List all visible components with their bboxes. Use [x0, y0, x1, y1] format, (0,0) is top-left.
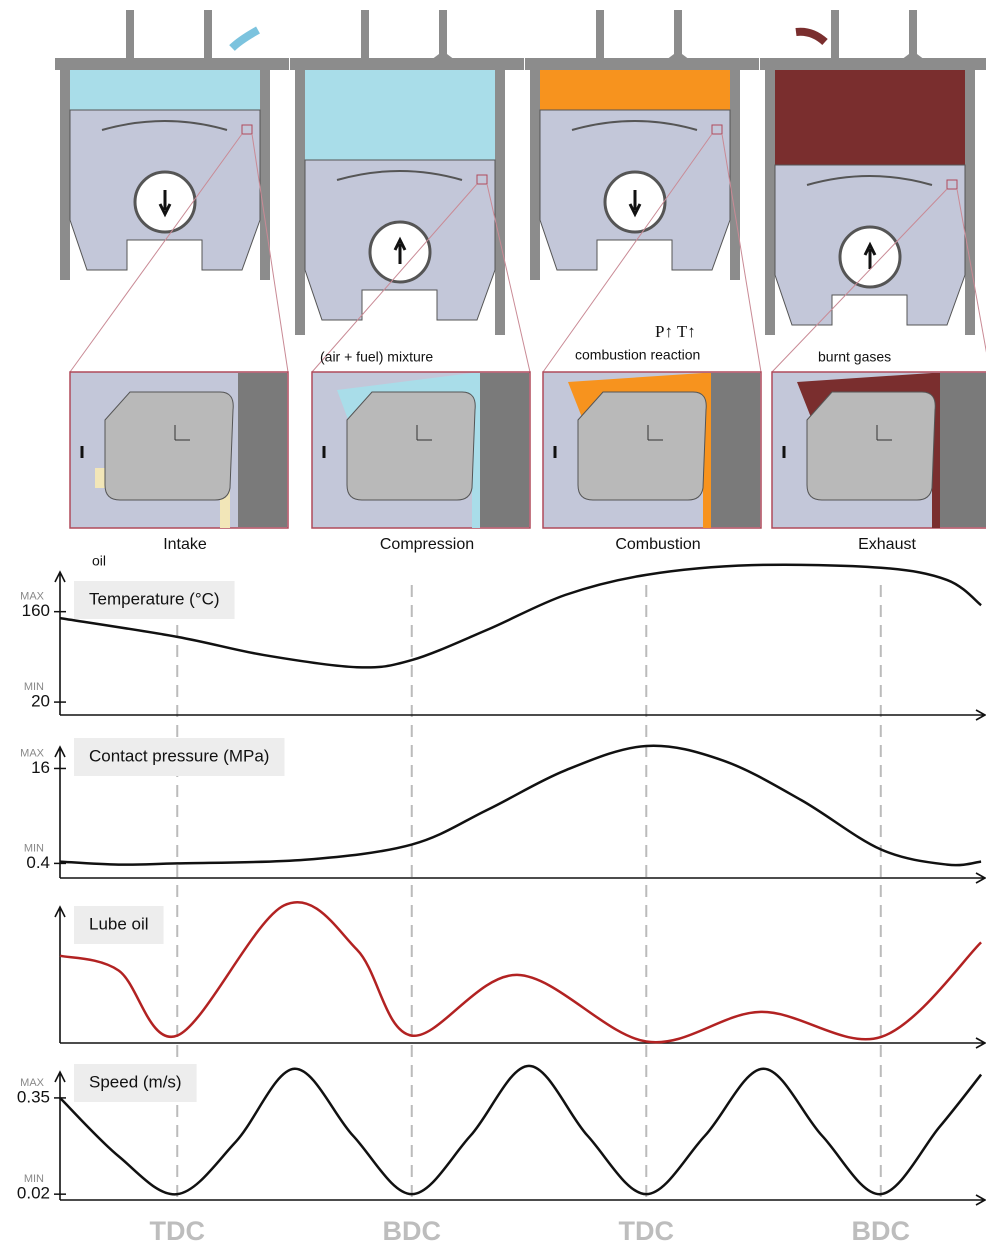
ring [578, 392, 706, 500]
valve-stem [674, 10, 682, 60]
y-tick-label: 160 [22, 601, 50, 620]
stage-label: Exhaust [858, 536, 916, 553]
zoom-wall [940, 373, 986, 527]
y-tick-label: 16 [31, 758, 50, 777]
zoom-wall [711, 373, 760, 527]
min-label: MIN [24, 1173, 44, 1185]
chart-title: Contact pressure (MPa) [89, 746, 269, 765]
x-axis [60, 873, 985, 883]
callout-indicator: P↑ T↑ [655, 322, 696, 341]
ring [105, 392, 233, 500]
gas [775, 70, 965, 165]
x-axis [60, 1195, 985, 1205]
engine-diagram: Intake Compression Combustion Exhaust oil (ai… [55, 10, 986, 569]
ring [807, 392, 935, 500]
cylinder-wall [495, 70, 505, 335]
cylinder-head [290, 58, 524, 70]
x-tick-label: TDC [619, 1216, 675, 1246]
charts: TDC BDC TDC BDC 20 160 MIN MAX Temperature (°C) 0… [17, 565, 985, 1246]
stage-label: Intake [163, 536, 207, 553]
y-tick-label: 0.02 [17, 1184, 50, 1203]
y-tick-label: 0.35 [17, 1087, 50, 1106]
ring [347, 392, 475, 500]
stage-label: Combustion [615, 536, 700, 553]
x-tick-label: BDC [852, 1216, 911, 1246]
zoom-wall [238, 373, 287, 527]
y-axis [55, 747, 65, 878]
callout-note: burnt gases [818, 349, 891, 365]
valve-stem [831, 10, 839, 60]
x-axis [60, 1038, 985, 1048]
max-label: MAX [20, 1077, 45, 1089]
chart-title: Speed (m/s) [89, 1072, 182, 1091]
y-tick-label: 20 [31, 692, 50, 711]
cylinder-wall [295, 70, 305, 335]
x-tick-label: TDC [150, 1216, 206, 1246]
gas [70, 70, 260, 110]
stage-label: Compression [380, 536, 474, 553]
max-label: MAX [20, 747, 45, 759]
cylinder-wall [530, 70, 540, 280]
valve-stem [126, 10, 134, 60]
callout-note: (air + fuel) mixture [320, 349, 433, 365]
min-label: MIN [24, 842, 44, 854]
flow-arrow [796, 32, 825, 42]
cylinder-head [55, 58, 289, 70]
y-tick-label: 0.4 [26, 853, 50, 872]
valve-stem [439, 10, 447, 60]
data-line [60, 902, 981, 1042]
cylinder-head [760, 58, 986, 70]
valve-stem [204, 10, 212, 60]
cylinder-wall [965, 70, 975, 335]
cylinder-wall [60, 70, 70, 280]
valve-stem [909, 10, 917, 60]
y-axis [55, 907, 65, 1043]
cylinder-head [525, 58, 759, 70]
min-label: MIN [24, 681, 44, 693]
figure: Intake Compression Combustion Exhaust oil (ai… [0, 0, 986, 1249]
chart-title: Lube oil [89, 914, 149, 933]
flow-arrow [232, 30, 258, 48]
gas [305, 70, 495, 160]
valve-stem [361, 10, 369, 60]
zoom-wall [480, 373, 529, 527]
zoom-line [722, 134, 761, 372]
callout-note: oil [92, 553, 106, 569]
callout-note: combustion reaction [575, 347, 700, 363]
zoom-line [487, 184, 530, 372]
cylinder-wall [730, 70, 740, 280]
data-line [60, 1066, 981, 1195]
max-label: MAX [20, 591, 45, 603]
x-tick-label: BDC [383, 1216, 442, 1246]
valve-stem [596, 10, 604, 60]
x-axis [60, 710, 985, 720]
chart-title: Temperature (°C) [89, 589, 220, 608]
cylinder-wall [765, 70, 775, 335]
y-axis [55, 572, 65, 715]
y-axis [55, 1072, 65, 1200]
gas [540, 70, 730, 110]
cylinder-wall [260, 70, 270, 280]
